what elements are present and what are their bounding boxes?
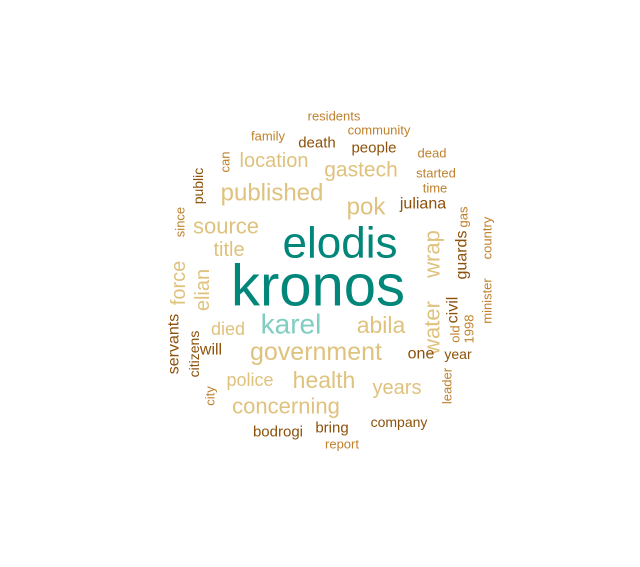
word-will: will <box>199 342 222 359</box>
word-juliana: juliana <box>399 196 446 213</box>
word-guards: guards <box>454 231 471 280</box>
word-police: police <box>226 370 273 390</box>
word-residents: residents <box>308 109 361 124</box>
word-concerning: concerning <box>232 394 340 419</box>
word-time: time <box>423 181 448 196</box>
word-can: can <box>218 152 233 173</box>
word-one: one <box>408 346 435 363</box>
word-water: water <box>420 301 445 356</box>
word-civil: civil <box>445 297 462 324</box>
word-abila: abila <box>357 312 406 338</box>
word-death: death <box>298 135 336 152</box>
word-years: years <box>373 377 422 399</box>
word-city: city <box>203 386 218 406</box>
word-bring: bring <box>315 420 348 437</box>
word-report: report <box>325 437 359 452</box>
word-old: old <box>448 325 463 342</box>
word-wrap: wrap <box>420 230 445 279</box>
word-1998: 1998 <box>462 315 477 344</box>
word-government: government <box>250 338 382 366</box>
word-gastech: gastech <box>324 159 398 182</box>
word-kronos: kronos <box>231 254 405 319</box>
word-died: died <box>211 319 245 339</box>
word-gas: gas <box>456 206 471 227</box>
word-title: title <box>213 239 244 261</box>
word-health: health <box>293 367 356 393</box>
word-started: started <box>416 166 456 181</box>
word-citizens: citizens <box>186 331 202 378</box>
word-published: published <box>221 180 324 207</box>
word-karel: karel <box>261 309 322 340</box>
word-since: since <box>173 207 188 237</box>
word-leader: leader <box>440 367 455 404</box>
word-bodrogi: bodrogi <box>253 424 303 441</box>
word-company: company <box>371 414 428 430</box>
word-force: force <box>168 261 190 305</box>
word-country: country <box>480 216 495 259</box>
word-year: year <box>444 346 472 362</box>
word-elian: elian <box>192 269 214 311</box>
word-source: source <box>193 214 259 239</box>
word-community: community <box>348 123 411 138</box>
word-elodis: elodis <box>283 219 398 268</box>
word-people: people <box>351 140 396 157</box>
word-servants: servants <box>166 314 183 374</box>
word-location: location <box>240 150 309 172</box>
word-dead: dead <box>418 146 447 161</box>
word-pok: pok <box>347 194 387 221</box>
word-family: family <box>251 129 285 144</box>
word-public: public <box>190 168 206 205</box>
word-minister: minister <box>480 278 495 324</box>
